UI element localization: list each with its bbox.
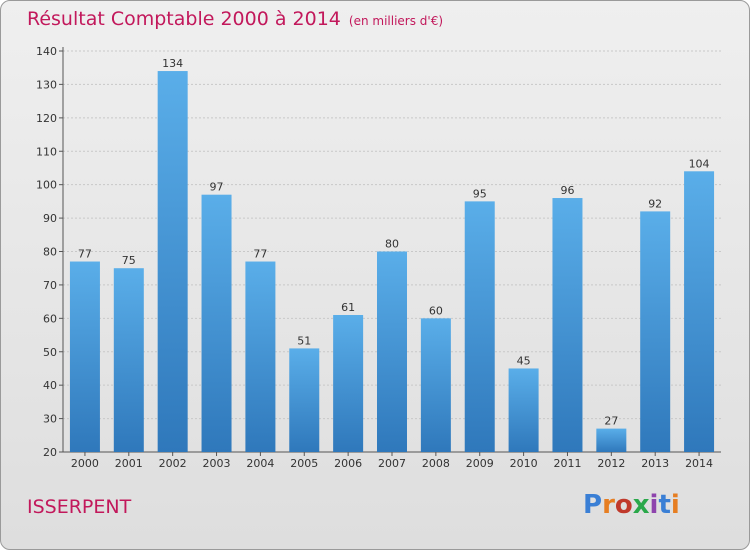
logo-letter: i xyxy=(670,490,680,520)
bar-value-label: 80 xyxy=(385,238,399,251)
x-tick-label: 2009 xyxy=(466,457,494,470)
y-tick-label: 90 xyxy=(43,212,57,225)
bar xyxy=(596,428,627,452)
x-tick-label: 2002 xyxy=(159,457,187,470)
x-tick-label: 2008 xyxy=(422,457,450,470)
y-tick-label: 60 xyxy=(43,312,57,325)
bar-value-label: 97 xyxy=(210,181,224,194)
y-tick-label: 120 xyxy=(36,112,57,125)
bar xyxy=(377,251,407,452)
bar-value-label: 95 xyxy=(473,187,487,200)
logo-letter: i xyxy=(649,490,659,520)
logo-letter: o xyxy=(614,490,633,520)
y-tick-label: 20 xyxy=(43,446,57,459)
y-tick-label: 70 xyxy=(43,279,57,292)
bar xyxy=(157,71,188,453)
logo-letter: r xyxy=(602,490,615,520)
bar xyxy=(464,201,495,452)
bar-value-label: 96 xyxy=(560,184,574,197)
y-tick-label: 100 xyxy=(36,179,57,192)
x-tick-label: 2011 xyxy=(553,457,581,470)
logo-letter: t xyxy=(658,490,671,520)
y-tick-label: 50 xyxy=(43,346,57,359)
chart-subtitle: (en milliers d'€) xyxy=(348,14,444,28)
bar-value-label: 27 xyxy=(604,415,618,428)
x-tick-label: 2014 xyxy=(685,457,713,470)
bar xyxy=(113,268,144,452)
bar xyxy=(420,318,451,452)
bar xyxy=(640,211,671,452)
x-tick-label: 2005 xyxy=(290,457,318,470)
bar-value-label: 77 xyxy=(78,248,92,261)
bar-value-label: 77 xyxy=(253,248,267,261)
x-tick-label: 2000 xyxy=(71,457,99,470)
bar-value-label: 45 xyxy=(517,354,531,367)
x-tick-label: 2007 xyxy=(378,457,406,470)
bar xyxy=(508,368,539,452)
bars xyxy=(69,71,715,453)
y-tick-label: 140 xyxy=(36,45,57,58)
bar-value-label: 75 xyxy=(122,254,136,267)
y-tick-label: 110 xyxy=(36,145,57,158)
axes: 20 30 40 50 60 70 80 90 100 110 120 130 140 2000 2001 2… xyxy=(36,45,721,470)
data-labels: 77 75 134 97 77 51 61 80 60 95 45 96 27 92 104 xyxy=(78,57,710,428)
y-tick-label: 80 xyxy=(43,246,57,259)
logo-letter: x xyxy=(632,490,650,520)
bar xyxy=(684,171,715,453)
chart-title-text: Résultat Comptable 2000 à 2014 xyxy=(27,8,341,30)
x-tick-label: 2012 xyxy=(597,457,625,470)
x-tick-label: 2003 xyxy=(203,457,231,470)
bar xyxy=(69,261,100,452)
bar-value-label: 51 xyxy=(297,334,311,347)
bar xyxy=(552,198,583,452)
proxiti-logo: Proxiti xyxy=(583,490,680,520)
chart-title: Résultat Comptable 2000 à 2014 (en millie… xyxy=(27,8,443,30)
bar-value-label: 60 xyxy=(429,304,443,317)
y-tick-label: 30 xyxy=(43,413,57,426)
x-tick-label: 2004 xyxy=(246,457,274,470)
bar-value-label: 92 xyxy=(648,197,662,210)
bar-value-label: 61 xyxy=(341,301,355,314)
bar xyxy=(245,261,276,452)
x-tick-label: 2006 xyxy=(334,457,362,470)
bar xyxy=(289,348,320,452)
x-tick-label: 2010 xyxy=(510,457,538,470)
bar-value-label: 134 xyxy=(162,57,183,70)
bar-value-label: 104 xyxy=(689,157,710,170)
bar xyxy=(201,194,232,453)
y-tick-label: 130 xyxy=(36,78,57,91)
bar xyxy=(333,314,364,452)
y-tick-label: 40 xyxy=(43,379,57,392)
commune-name: ISSERPENT xyxy=(27,496,132,518)
x-tick-label: 2001 xyxy=(115,457,143,470)
x-tick-label: 2013 xyxy=(641,457,669,470)
logo-letter: P xyxy=(583,490,603,520)
